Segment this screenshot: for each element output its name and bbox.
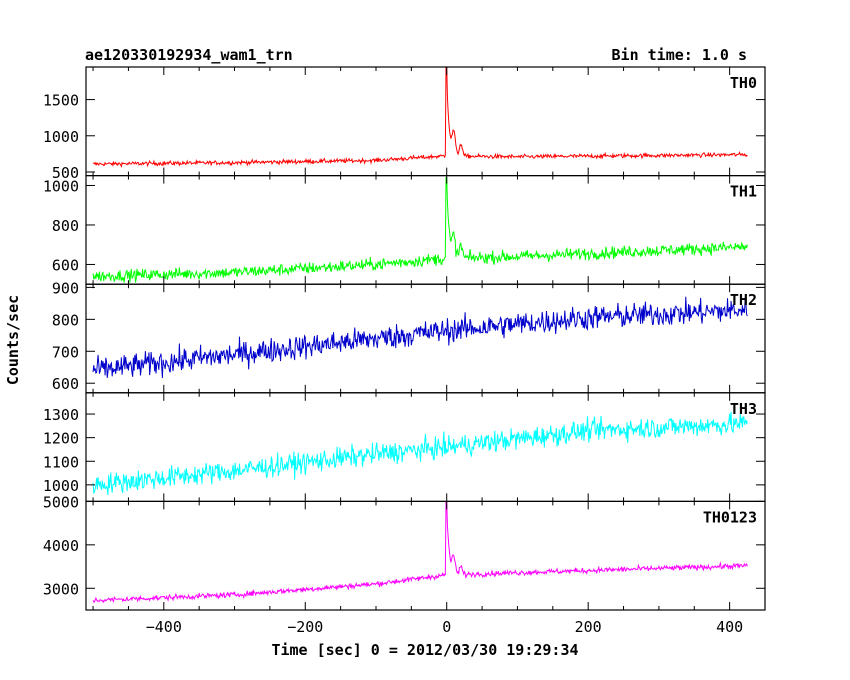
y-tick-label: 500 — [52, 164, 79, 182]
y-tick-label: 800 — [52, 217, 79, 235]
x-tick-label: 200 — [575, 618, 602, 636]
panel-label-th1: TH1 — [730, 183, 757, 201]
y-tick-label: 1200 — [43, 430, 79, 448]
y-tick-label: 5000 — [43, 493, 79, 511]
y-tick-label: 600 — [52, 256, 79, 274]
y-tick-label: 1100 — [43, 453, 79, 471]
y-tick-label: 3000 — [43, 580, 79, 598]
series-th1 — [92, 177, 748, 283]
panel-frame-th0 — [85, 66, 766, 177]
x-tick-label: −200 — [287, 618, 323, 636]
chart-title: ae120330192934_wam1_trn — [85, 46, 293, 64]
panel-label-th3: TH3 — [730, 400, 757, 418]
series-th0 — [92, 67, 748, 169]
y-tick-label: 1500 — [43, 92, 79, 110]
panel-frame-th0123 — [85, 500, 766, 611]
x-axis-label: Time [sec] 0 = 2012/03/30 19:29:34 — [271, 641, 578, 659]
y-tick-label: 600 — [52, 375, 79, 393]
panel-frame-th2 — [85, 283, 766, 394]
panel-frame-th1 — [85, 175, 766, 285]
series-th2 — [92, 296, 748, 378]
panel-frame-th3 — [85, 392, 766, 502]
series-th0123 — [92, 501, 748, 604]
bin-time-label: Bin time: 1.0 s — [611, 46, 747, 64]
y-tick-label: 1000 — [43, 177, 79, 195]
panel-label-th0123: TH0123 — [703, 508, 757, 526]
y-axis-label: Counts/sec — [4, 295, 22, 385]
x-tick-label: −400 — [146, 618, 182, 636]
y-tick-label: 700 — [52, 343, 79, 361]
x-tick-label: 0 — [442, 618, 451, 636]
y-tick-label: 1300 — [43, 406, 79, 424]
y-tick-label: 1000 — [43, 477, 79, 495]
y-tick-label: 800 — [52, 311, 79, 329]
y-tick-label: 900 — [52, 279, 79, 297]
series-th3 — [92, 411, 748, 496]
y-tick-label: 1000 — [43, 128, 79, 146]
panel-label-th2: TH2 — [730, 291, 757, 309]
panel-label-th0: TH0 — [730, 74, 757, 92]
y-tick-label: 4000 — [43, 537, 79, 555]
x-tick-label: 400 — [716, 618, 743, 636]
